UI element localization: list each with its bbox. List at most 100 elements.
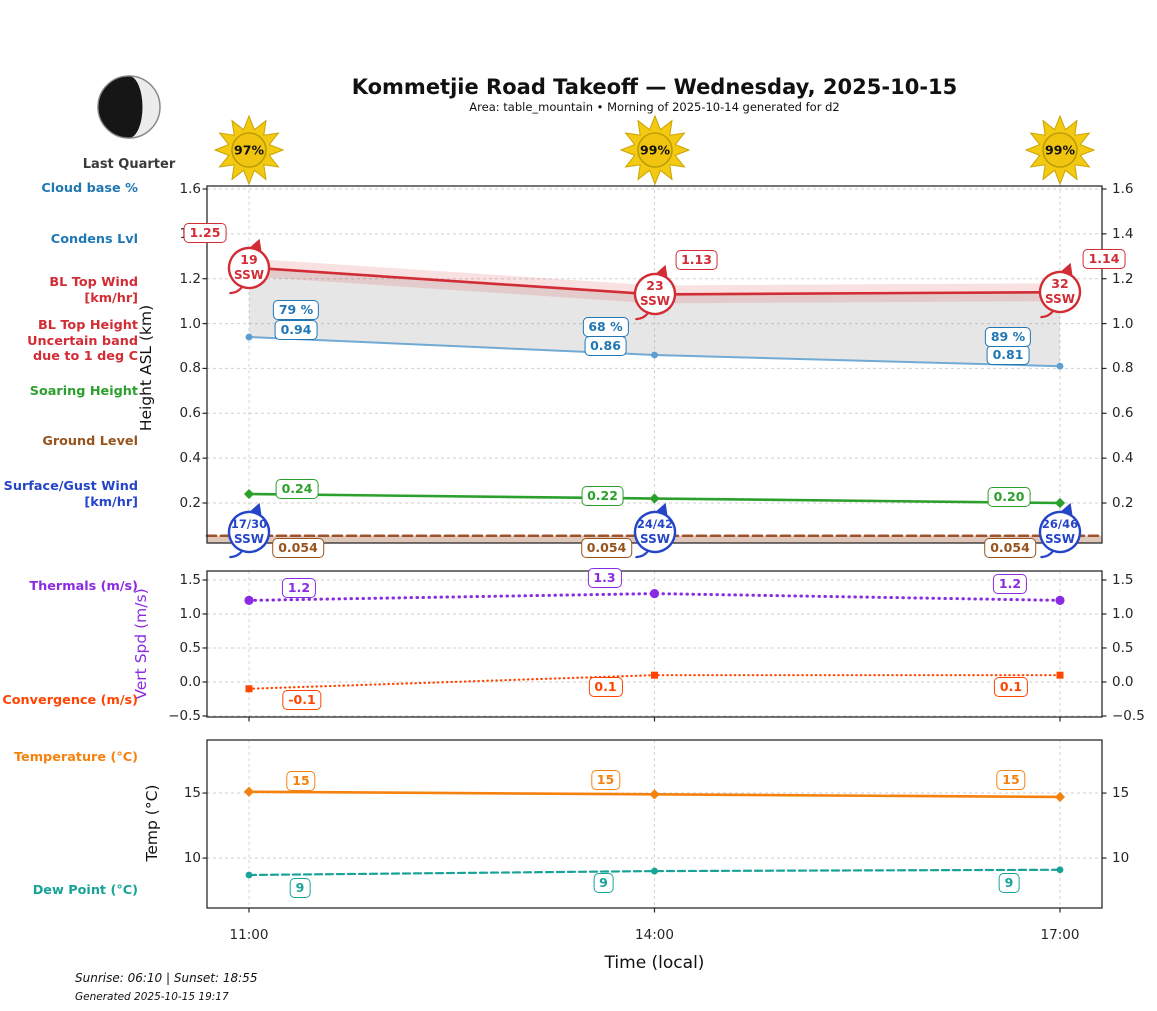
y-tick-label: 1.5 — [179, 571, 201, 588]
legend-label-line: Convergence (m/s) — [2, 693, 138, 708]
y-tick-label: 1.0 — [1112, 605, 1134, 622]
legend-label: Temperature (°C) — [0, 750, 138, 766]
svg-text:SSW: SSW — [1045, 532, 1075, 546]
legend-label-line: Dew Point (°C) — [32, 883, 138, 898]
value-label-cloud-base-pct: 79 % — [272, 300, 320, 321]
legend-label-line: Surface/Gust Wind — [3, 479, 138, 494]
legend-label-line: Condens Lvl — [50, 232, 138, 247]
svg-text:19: 19 — [240, 252, 257, 267]
wind-arrow-icon: 24/42 SSW — [633, 503, 676, 559]
dew-point-line — [247, 868, 1062, 877]
legend-label-line: Thermals (m/s) — [29, 579, 138, 594]
y-tick-label: 0.2 — [179, 495, 201, 511]
chart-panel-vert — [202, 570, 1107, 722]
y-tick-label: 0.4 — [1112, 450, 1134, 467]
y-tick-label: 15 — [1112, 785, 1130, 802]
svg-text:SSW: SSW — [1045, 292, 1075, 306]
value-label-ground-level: 0.054 — [984, 537, 1036, 558]
y-tick-label: 0.8 — [1112, 360, 1134, 377]
value-label-condens-lvl: 0.86 — [584, 335, 627, 356]
y-tick-label: 1.2 — [1112, 270, 1134, 287]
sun-icon: 99% — [615, 110, 695, 194]
chart-panel-temp — [202, 739, 1107, 913]
y-tick-label: 0.4 — [179, 450, 201, 467]
value-label-dew-point: 9 — [289, 877, 311, 898]
wind-arrow-icon: 17/30 SSW — [227, 503, 271, 559]
legend-label: Dew Point (°C) — [0, 883, 138, 899]
legend-label-line: [km/hr] — [84, 290, 138, 306]
value-label-bl-top-height: 1.25 — [183, 222, 227, 243]
uncertain-band — [249, 267, 1060, 367]
y-tick-label: 10 — [1112, 850, 1130, 867]
value-label-thermals: 1.2 — [992, 574, 1028, 595]
y-tick-label: 1.6 — [179, 181, 201, 197]
y-tick-label: 15 — [183, 785, 201, 802]
wind-circle-surface: 26/46 SSW — [1028, 493, 1092, 575]
moon-phase-icon — [97, 75, 161, 139]
legend-label-line: Soaring Height — [29, 384, 138, 399]
wind-circle-surface: 17/30 SSW — [217, 493, 281, 575]
y-tick-label: −0.5 — [168, 707, 201, 724]
legend-label-line: due to 1 deg C — [33, 349, 138, 364]
svg-text:26/46: 26/46 — [1042, 517, 1078, 531]
svg-text:SSW: SSW — [640, 532, 670, 546]
legend-label: Convergence (m/s) — [0, 693, 138, 709]
y-tick-label: 1.6 — [1112, 181, 1134, 197]
value-label-convergence: 0.1 — [993, 677, 1029, 698]
y-tick-label: 1.0 — [1112, 315, 1134, 332]
x-tick-label: 11:00 — [229, 927, 269, 943]
y-tick-label: 1.0 — [179, 315, 201, 332]
x-tick-label: 14:00 — [635, 927, 674, 943]
legend-label: Ground Level — [0, 434, 138, 450]
y-tick-label: 0.0 — [179, 673, 201, 690]
moon-phase-label: Last Quarter — [82, 157, 176, 172]
value-label-bl-top-height: 1.14 — [1082, 249, 1126, 270]
wind-circle-bl_top: 19 SSW — [217, 229, 281, 311]
x-tick-label: 17:00 — [1040, 927, 1080, 943]
svg-text:99%: 99% — [640, 143, 670, 158]
value-label-temperature: 15 — [286, 770, 316, 791]
value-label-soaring-height: 0.24 — [275, 479, 319, 500]
value-label-dew-point: 9 — [593, 873, 614, 894]
svg-text:SSW: SSW — [234, 532, 264, 546]
svg-text:97%: 97% — [234, 143, 264, 158]
y-tick-label: 0.5 — [1112, 639, 1134, 656]
legend-label-line: Temperature (°C) — [14, 750, 138, 765]
legend-label: BL Top Wind [km/hr] — [0, 275, 138, 306]
y-tick-label: 0.5 — [179, 639, 201, 656]
y-tick-label: 0.6 — [1112, 405, 1134, 422]
svg-text:99%: 99% — [1045, 143, 1075, 158]
legend-label-line: Uncertain band — [27, 333, 138, 349]
y-tick-label: 1.4 — [1112, 225, 1134, 242]
y-tick-label: 0.6 — [179, 405, 201, 422]
sun-icon: 97% — [209, 110, 289, 194]
y-tick-label: 1.2 — [179, 270, 201, 287]
page-subtitle: Area: table_mountain • Morning of 2025-1… — [469, 100, 840, 114]
sun-glyph: 99% — [619, 114, 690, 186]
page-title: Kommetjie Road Takeoff — Wednesday, 2025… — [351, 75, 958, 99]
value-label-bl-top-height: 1.13 — [675, 250, 718, 271]
value-label-soaring-height: 0.22 — [581, 485, 624, 506]
legend-label-line: BL Top Height — [38, 318, 138, 333]
value-label-convergence: 0.1 — [588, 677, 623, 698]
vert-speed-axis-label: Vert Spd (m/s) — [132, 588, 150, 700]
legend-label-line: Cloud base % — [41, 181, 138, 196]
value-label-soaring-height: 0.20 — [987, 487, 1031, 507]
y-tick-label: 0.0 — [1112, 673, 1134, 690]
y-tick-label: 1.5 — [1112, 571, 1134, 588]
wind-arrow-icon: 32 SSW — [1038, 263, 1082, 319]
legend-label-line: [km/hr] — [84, 494, 138, 510]
legend-label: Soaring Height — [0, 384, 138, 400]
y-tick-label: −0.5 — [1112, 707, 1145, 724]
value-label-cloud-base-pct: 89 % — [984, 327, 1032, 348]
value-label-temperature: 15 — [590, 770, 621, 791]
wind-circle-surface: 24/42 SSW — [623, 493, 687, 575]
svg-text:SSW: SSW — [234, 268, 264, 282]
sunrise-sunset-note: Sunrise: 06:10 | Sunset: 18:55 — [75, 971, 258, 985]
legend-label: Condens Lvl — [0, 232, 138, 248]
svg-text:17/30: 17/30 — [231, 517, 267, 531]
value-label-cloud-base-pct: 68 % — [582, 316, 629, 337]
y-tick-label: 1.0 — [179, 605, 201, 622]
time-axis-label: Time (local) — [604, 953, 705, 973]
